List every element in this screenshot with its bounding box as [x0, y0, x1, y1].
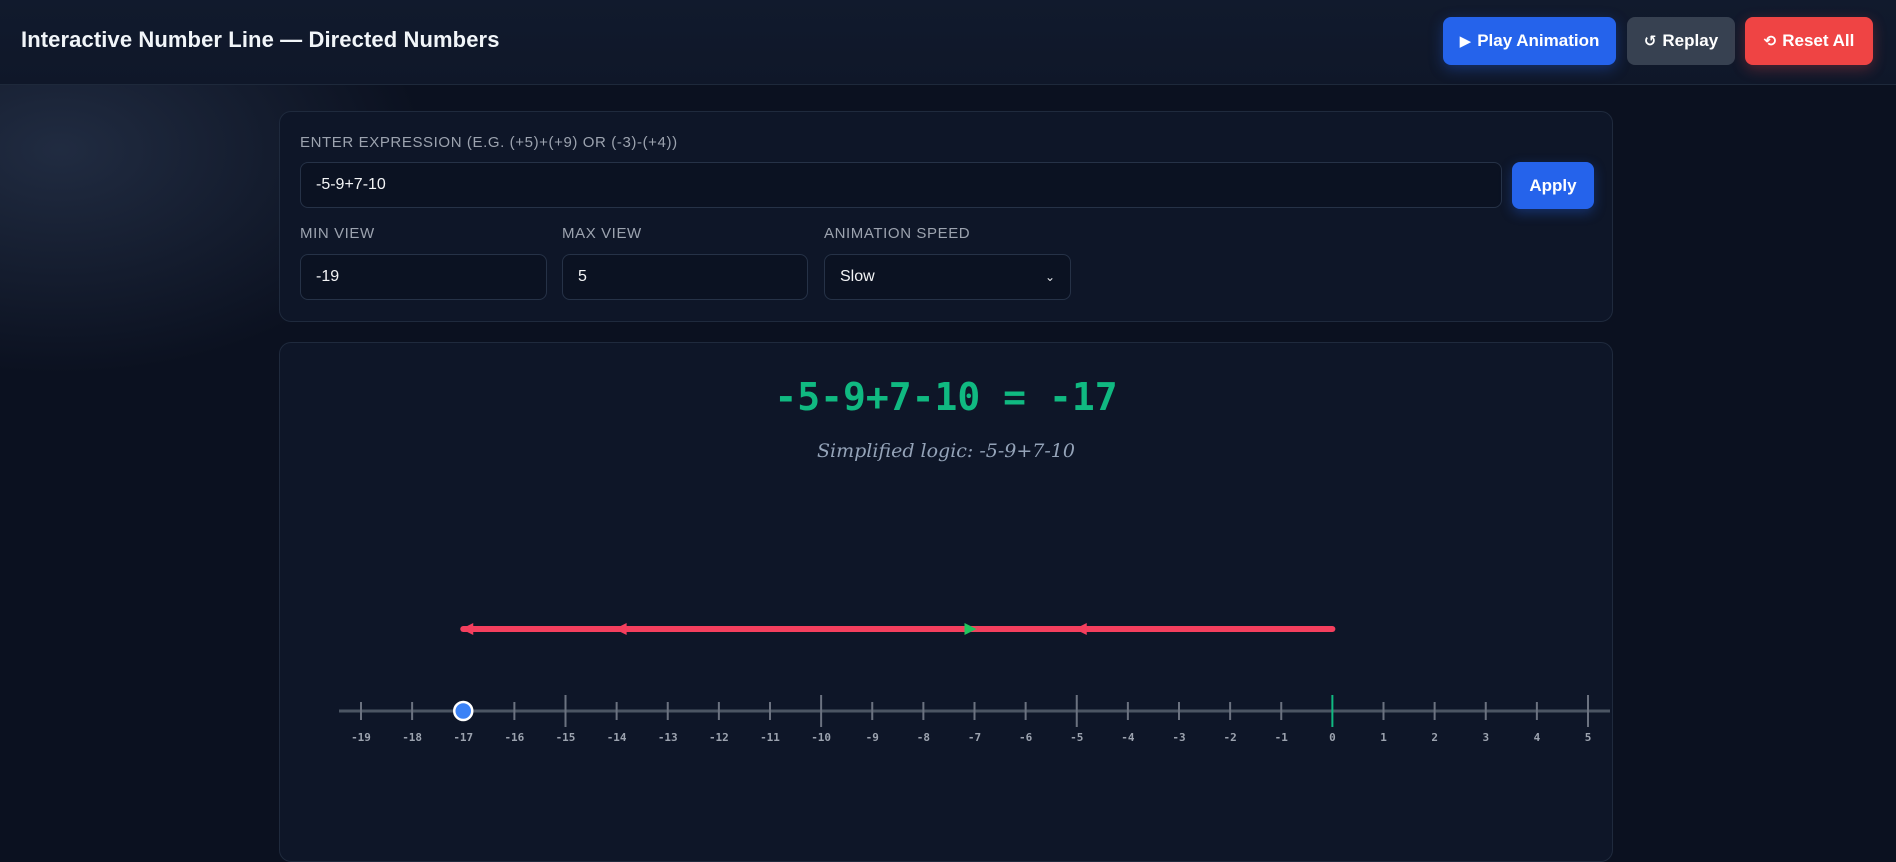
- step-arrowhead: [964, 623, 977, 635]
- play-icon: ▶: [1459, 32, 1472, 50]
- top-bar: Interactive Number Line — Directed Numbe…: [0, 0, 1896, 85]
- min-view-label: Min view: [300, 225, 375, 242]
- tick-label: -2: [1224, 731, 1237, 744]
- tick-label: -13: [658, 731, 678, 744]
- step-arrowhead: [614, 623, 627, 635]
- replay-button[interactable]: ↺ Replay: [1627, 17, 1735, 65]
- replay-icon: ↺: [1643, 32, 1657, 50]
- tick-label: -4: [1121, 731, 1135, 744]
- tick-label: -15: [556, 731, 576, 744]
- tick-label: -16: [504, 731, 524, 744]
- tick-label: -6: [1019, 731, 1033, 744]
- tick-label: 1: [1380, 731, 1387, 744]
- replay-label: Replay: [1662, 31, 1719, 50]
- tick-label: -5: [1070, 731, 1083, 744]
- tick-label: -19: [351, 731, 371, 744]
- apply-button[interactable]: Apply: [1512, 162, 1594, 209]
- max-view-input[interactable]: 5: [562, 254, 808, 300]
- tick-label: -3: [1172, 731, 1185, 744]
- reset-icon: ⟲: [1763, 32, 1777, 50]
- expression-label: Enter expression (e.g. (+5)+(+9) or (-3)…: [300, 134, 678, 151]
- step-arrowhead: [461, 623, 474, 635]
- reset-all-label: Reset All: [1782, 31, 1855, 50]
- play-animation-label: Play Animation: [1477, 31, 1600, 50]
- tick-label: -7: [968, 731, 981, 744]
- max-view-label: Max view: [562, 225, 642, 242]
- chevron-down-icon: ⌄: [1044, 270, 1055, 284]
- tick-label: 5: [1585, 731, 1592, 744]
- equation-result: -5-9+7-10 = -17: [774, 375, 1118, 419]
- tick-label: 2: [1431, 731, 1438, 744]
- tick-label: -10: [811, 731, 831, 744]
- expression-input[interactable]: -5-9+7-10: [300, 162, 1502, 208]
- step-arrowhead: [1074, 623, 1087, 635]
- tick-label: -1: [1275, 731, 1289, 744]
- simplified-logic: Simplified logic: -5-9+7-10: [816, 440, 1075, 462]
- number-line: -19 -18 -17 -16 -15 -14 -13 -12 -11 -10 -9 -8 -7 -6 -5…: [339, 623, 1610, 744]
- min-view-input[interactable]: -19: [300, 254, 547, 300]
- tick-label: -12: [709, 731, 729, 744]
- animation-speed-select[interactable]: Slow ⌄: [824, 254, 1071, 300]
- tick-label: -18: [402, 731, 422, 744]
- tick-label: -17: [453, 731, 473, 744]
- animation-speed-value: Slow: [840, 268, 875, 285]
- controls-panel: Enter expression (e.g. (+5)+(+9) or (-3)…: [279, 111, 1613, 322]
- visualization-panel: -5-9+7-10 = -17 Simplified logic: -5-9+7…: [279, 342, 1613, 862]
- app-title: Interactive Number Line — Directed Numbe…: [21, 27, 500, 52]
- result-marker: [453, 700, 474, 722]
- reset-all-button[interactable]: ⟲ Reset All: [1745, 17, 1873, 65]
- tick-label: 0: [1329, 731, 1336, 744]
- play-animation-button[interactable]: ▶ Play Animation: [1443, 17, 1616, 65]
- tick-label: 3: [1482, 731, 1489, 744]
- tick-label: -14: [607, 731, 627, 744]
- tick-label: -11: [760, 731, 780, 744]
- tick-label: -8: [917, 731, 930, 744]
- animation-speed-label: Animation speed: [824, 225, 971, 242]
- tick-label: -9: [866, 731, 879, 744]
- tick-label: 4: [1534, 731, 1541, 744]
